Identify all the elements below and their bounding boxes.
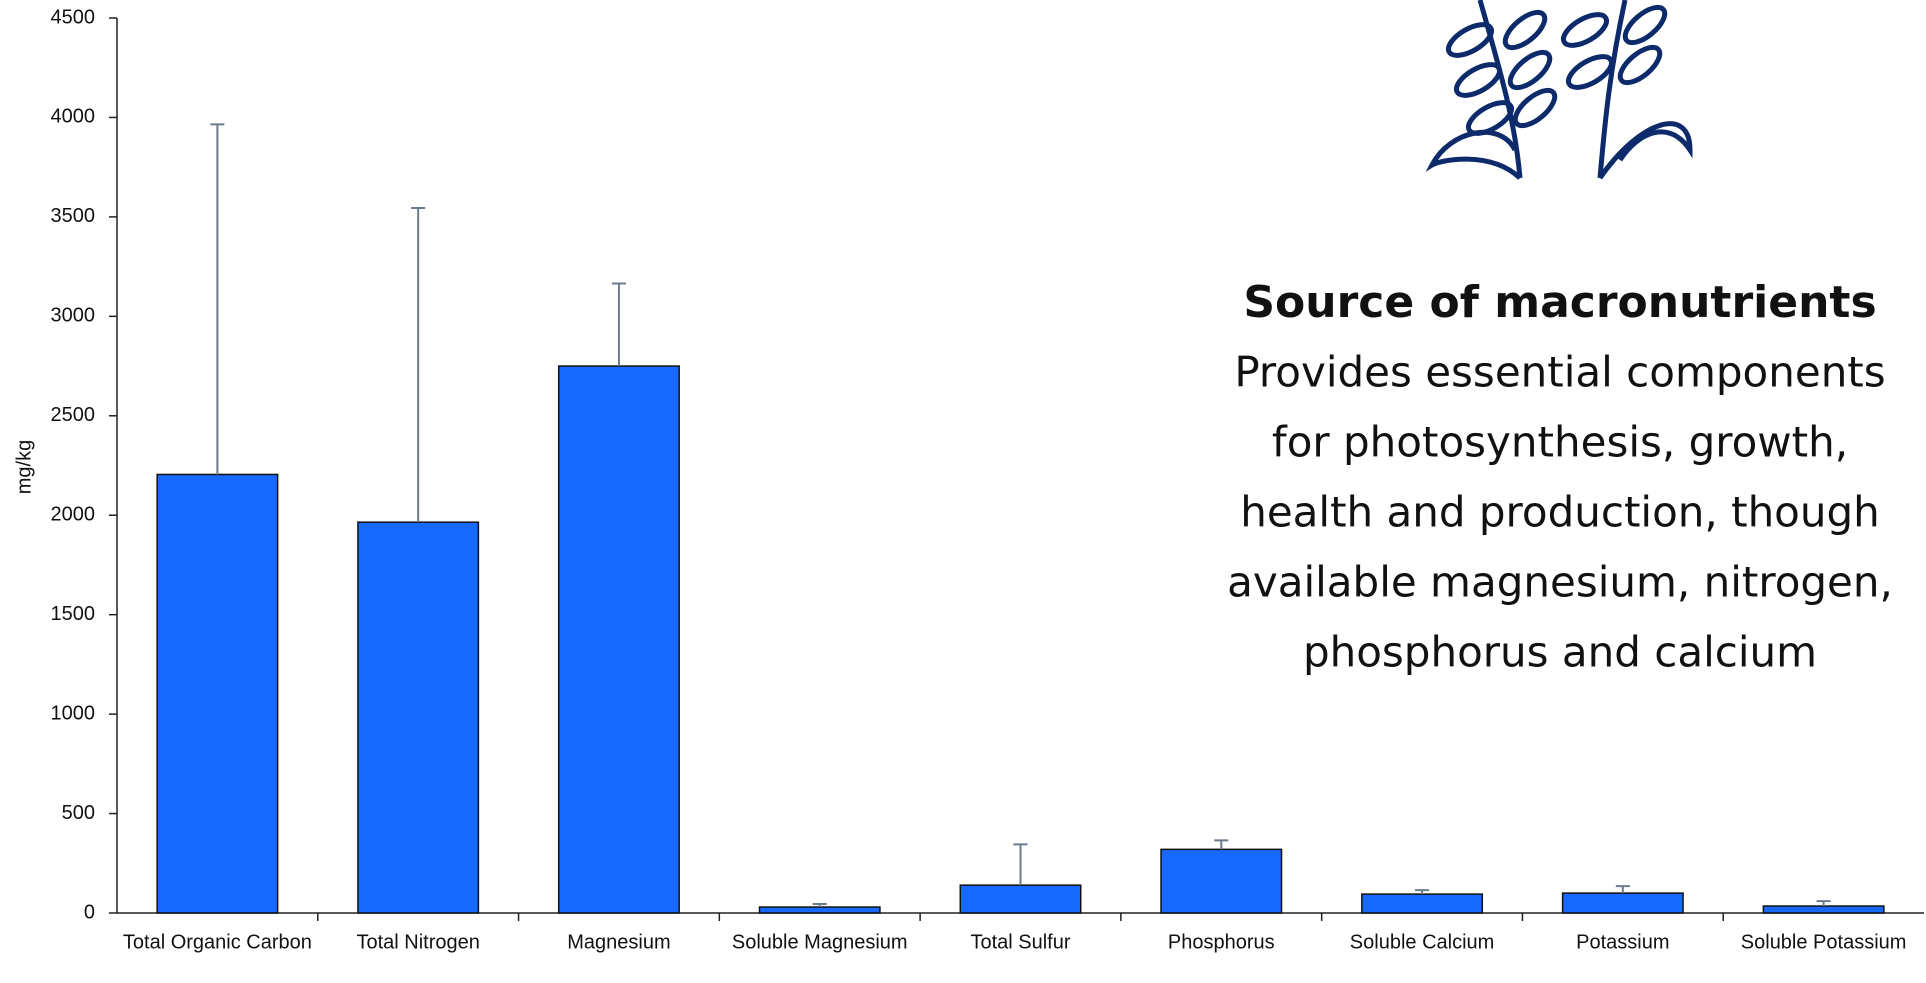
x-tick-label: Total Sulfur <box>970 931 1070 953</box>
error-bar <box>1615 885 1630 894</box>
x-tick-label: Soluble Magnesium <box>732 931 908 953</box>
x-tick-label: Soluble Calcium <box>1350 931 1495 953</box>
wheat-logo <box>1425 0 1693 180</box>
y-tick-label: 0 <box>84 901 95 923</box>
y-tick-label: 1000 <box>51 702 96 724</box>
bar <box>758 906 881 914</box>
x-tick-label: Potassium <box>1576 931 1669 953</box>
panel-text: available magnesium, nitrogen, <box>1227 558 1893 607</box>
y-tick-label: 2000 <box>51 504 96 526</box>
bar <box>557 365 680 914</box>
x-tick-label: Magnesium <box>567 931 670 953</box>
bar <box>1561 892 1684 914</box>
bar <box>357 521 480 914</box>
x-tick-label: Phosphorus <box>1168 931 1275 953</box>
error-bar <box>1214 839 1229 850</box>
y-tick-label: 3500 <box>51 205 96 227</box>
error-bar <box>611 282 626 367</box>
error-bar <box>1415 889 1430 895</box>
bar <box>156 473 279 914</box>
panel-text: Provides essential components <box>1234 348 1885 397</box>
y-tick-label: 2500 <box>51 404 96 426</box>
bar <box>1762 905 1885 914</box>
bar <box>959 884 1082 914</box>
y-axis-label: mg/kg <box>13 440 35 494</box>
panel-text: for photosynthesis, growth, <box>1272 418 1848 467</box>
panel-title: Source of macronutrients <box>1243 277 1876 328</box>
error-bar <box>1816 900 1831 907</box>
bar <box>1160 848 1283 914</box>
panel-text: health and production, though <box>1240 488 1880 537</box>
x-tick-label: Total Organic Carbon <box>123 931 312 953</box>
x-tick-label: Total Nitrogen <box>356 931 479 953</box>
error-bar <box>1013 843 1028 886</box>
bar <box>1361 893 1484 914</box>
x-tick-label: Soluble Potassium <box>1741 931 1907 953</box>
error-bar <box>812 903 827 908</box>
y-tick-label: 4500 <box>51 6 96 28</box>
error-bar <box>210 123 225 475</box>
y-tick-label: 4000 <box>51 106 96 128</box>
y-tick-label: 3000 <box>51 305 96 327</box>
y-tick-label: 1500 <box>51 603 96 625</box>
panel-text: phosphorus and calcium <box>1303 628 1817 677</box>
y-tick-label: 500 <box>62 802 95 824</box>
error-bar <box>411 206 426 523</box>
